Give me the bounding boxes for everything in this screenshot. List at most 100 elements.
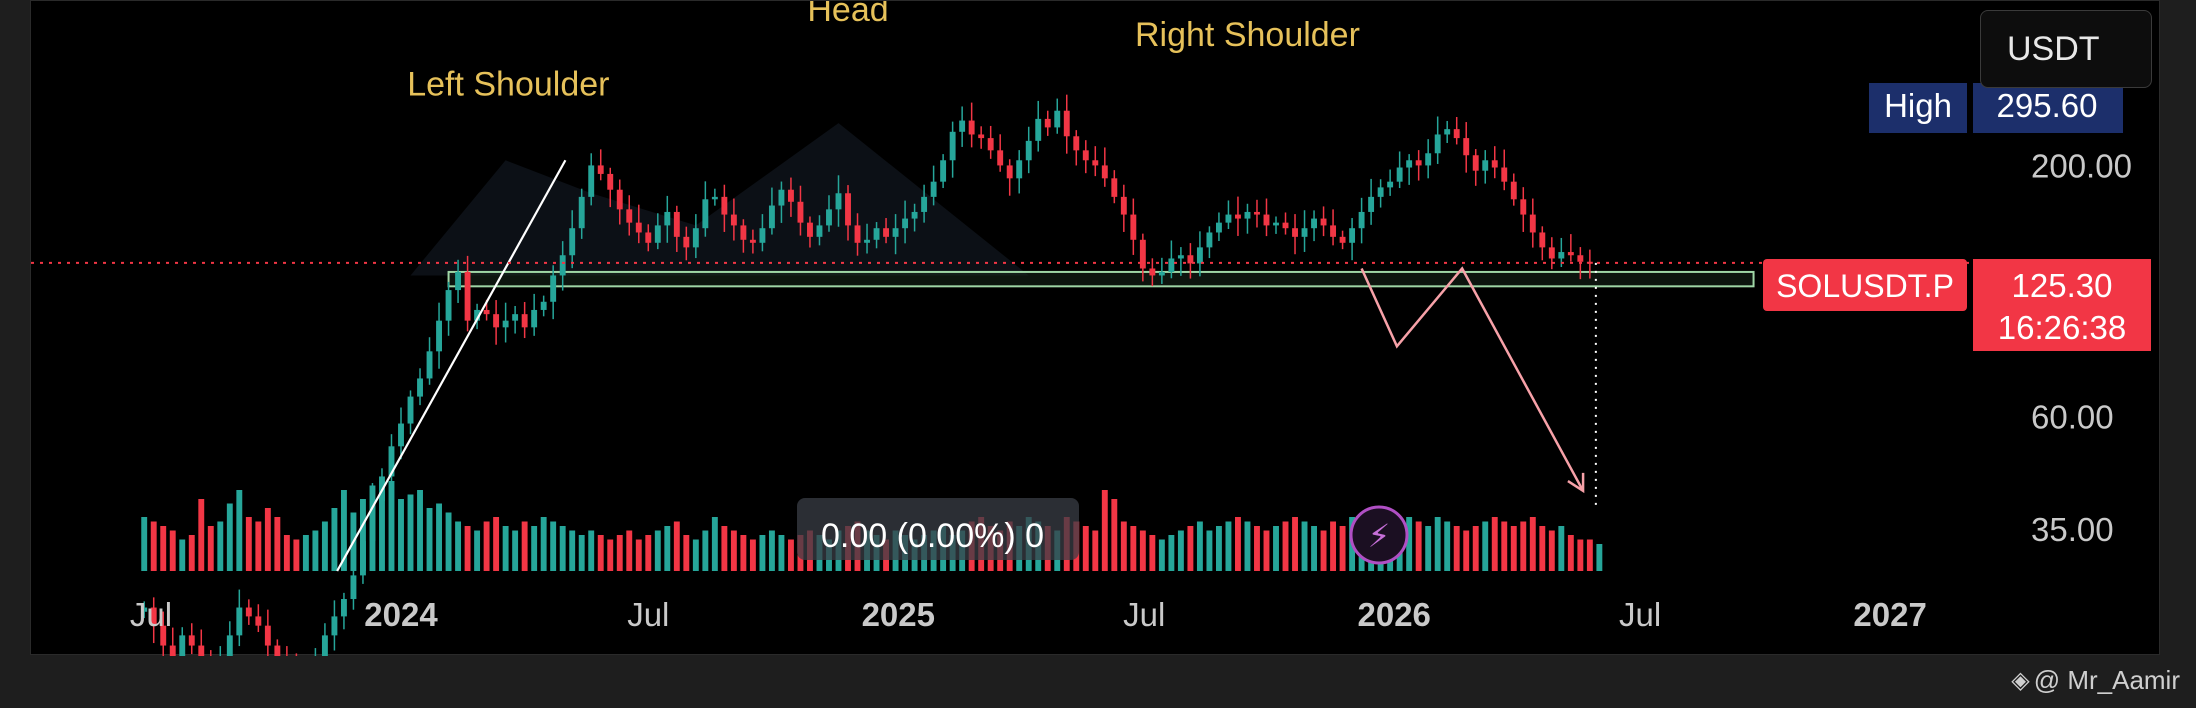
- candle-body: [1292, 228, 1298, 237]
- candle-body: [1453, 129, 1460, 139]
- volume-bar: [778, 535, 785, 571]
- volume-bar: [1244, 521, 1251, 571]
- volume-bar: [160, 526, 167, 571]
- x-tick-label: Jul: [1619, 596, 1661, 633]
- candle-body: [550, 275, 557, 302]
- volume-legend-box: [797, 498, 1079, 560]
- candle-body: [978, 134, 985, 139]
- volume-bar: [1320, 530, 1327, 571]
- volume-bar: [455, 521, 462, 571]
- volume-bar: [683, 535, 690, 571]
- candle-body: [892, 228, 899, 237]
- pattern-shading: [410, 123, 1029, 276]
- candle-body: [1206, 232, 1213, 248]
- volume-bar: [1177, 530, 1184, 571]
- candle-body: [1548, 247, 1555, 259]
- volume-bar: [730, 530, 737, 571]
- x-tick-label: Jul: [130, 596, 172, 633]
- candle-body: [340, 599, 347, 617]
- candle-body: [1491, 160, 1498, 168]
- projection-path: [1360, 266, 1585, 492]
- candle-body: [245, 607, 252, 617]
- volume-bar: [283, 535, 290, 571]
- candle-body: [578, 196, 585, 229]
- chart-frame: 0.00 (0.00%) 0 ⚡ Left Shoulder Head Right Sh…: [30, 0, 2161, 656]
- volume-bar: [1415, 521, 1422, 571]
- candle-body: [616, 189, 623, 210]
- candle-body: [1168, 258, 1175, 272]
- candle-body: [150, 607, 157, 626]
- candle-body: [179, 635, 186, 656]
- lightning-icon: [1349, 505, 1409, 565]
- volume-bar: [1273, 526, 1279, 571]
- candle-body: [635, 222, 642, 233]
- candle-body: [1158, 271, 1165, 276]
- volume-bar: [1444, 521, 1451, 571]
- volume-bar: [521, 521, 528, 571]
- volume-bar: [198, 499, 205, 571]
- candle-body: [1101, 165, 1108, 179]
- candle-body: [740, 225, 747, 240]
- volume-bar: [493, 517, 500, 571]
- candle-body: [902, 218, 909, 229]
- candle-body: [464, 271, 471, 321]
- candle-body: [255, 616, 262, 626]
- volume-bar: [1529, 517, 1536, 571]
- candle-body: [398, 423, 404, 447]
- candle-body: [1330, 225, 1337, 237]
- volume-bar: [417, 490, 423, 571]
- candle-body: [426, 351, 433, 379]
- volume-bar: [1586, 539, 1593, 571]
- candle-body: [692, 228, 699, 248]
- candle-body: [1120, 196, 1127, 215]
- candle-body: [1073, 136, 1080, 151]
- volume-bar: [512, 530, 519, 571]
- volume-bar: [1406, 517, 1413, 571]
- candle-body: [921, 196, 928, 212]
- neckline-zone: [447, 270, 1755, 288]
- volume-bar: [302, 535, 309, 571]
- candle-body: [968, 120, 975, 135]
- candle-body: [1263, 214, 1270, 226]
- candle-body: [1235, 214, 1241, 219]
- candle-body: [654, 225, 661, 243]
- volume-bar: [1149, 535, 1156, 571]
- high-value-label: 295.60: [1997, 87, 2098, 124]
- candle-body: [873, 228, 880, 240]
- candle-body: [940, 160, 947, 182]
- volume-bar: [1158, 539, 1165, 571]
- candle-body: [1215, 222, 1222, 233]
- candle-body: [226, 635, 233, 656]
- volume-bar: [1520, 521, 1527, 571]
- candle-body: [1025, 140, 1032, 161]
- volume-bar: [559, 526, 566, 571]
- candle-body: [350, 575, 357, 600]
- candle-body: [321, 635, 328, 656]
- volume-bar: [740, 535, 747, 571]
- candle-body: [1463, 138, 1470, 156]
- candle-body: [759, 228, 766, 243]
- candle-body: [1006, 165, 1013, 179]
- candle-body: [1558, 252, 1565, 259]
- y-tick-label: 60.00: [2031, 398, 2114, 435]
- candle-body: [721, 196, 728, 215]
- currency-selector[interactable]: USDT: [1980, 10, 2152, 88]
- volume-bar: [1282, 521, 1289, 571]
- volume-bar: [1092, 530, 1099, 571]
- lightning-glyph: ⚡: [1368, 517, 1390, 555]
- volume-bar: [702, 530, 709, 571]
- volume-bar: [1558, 526, 1565, 571]
- volume-bar: [274, 517, 281, 571]
- volume-bar: [1120, 521, 1127, 571]
- volume-bar: [207, 526, 214, 571]
- volume-bar: [759, 535, 766, 571]
- volume-bar: [407, 494, 414, 571]
- price-chart[interactable]: 0.00 (0.00%) 0 ⚡ Left Shoulder Head Right Sh…: [31, 1, 2161, 656]
- candle-body: [483, 309, 490, 315]
- volume-bar: [1596, 544, 1603, 571]
- candle-body: [236, 607, 243, 636]
- volume-bar: [226, 503, 233, 571]
- candle-body: [835, 193, 842, 210]
- candle-body: [816, 225, 823, 237]
- volume-bar: [569, 530, 576, 571]
